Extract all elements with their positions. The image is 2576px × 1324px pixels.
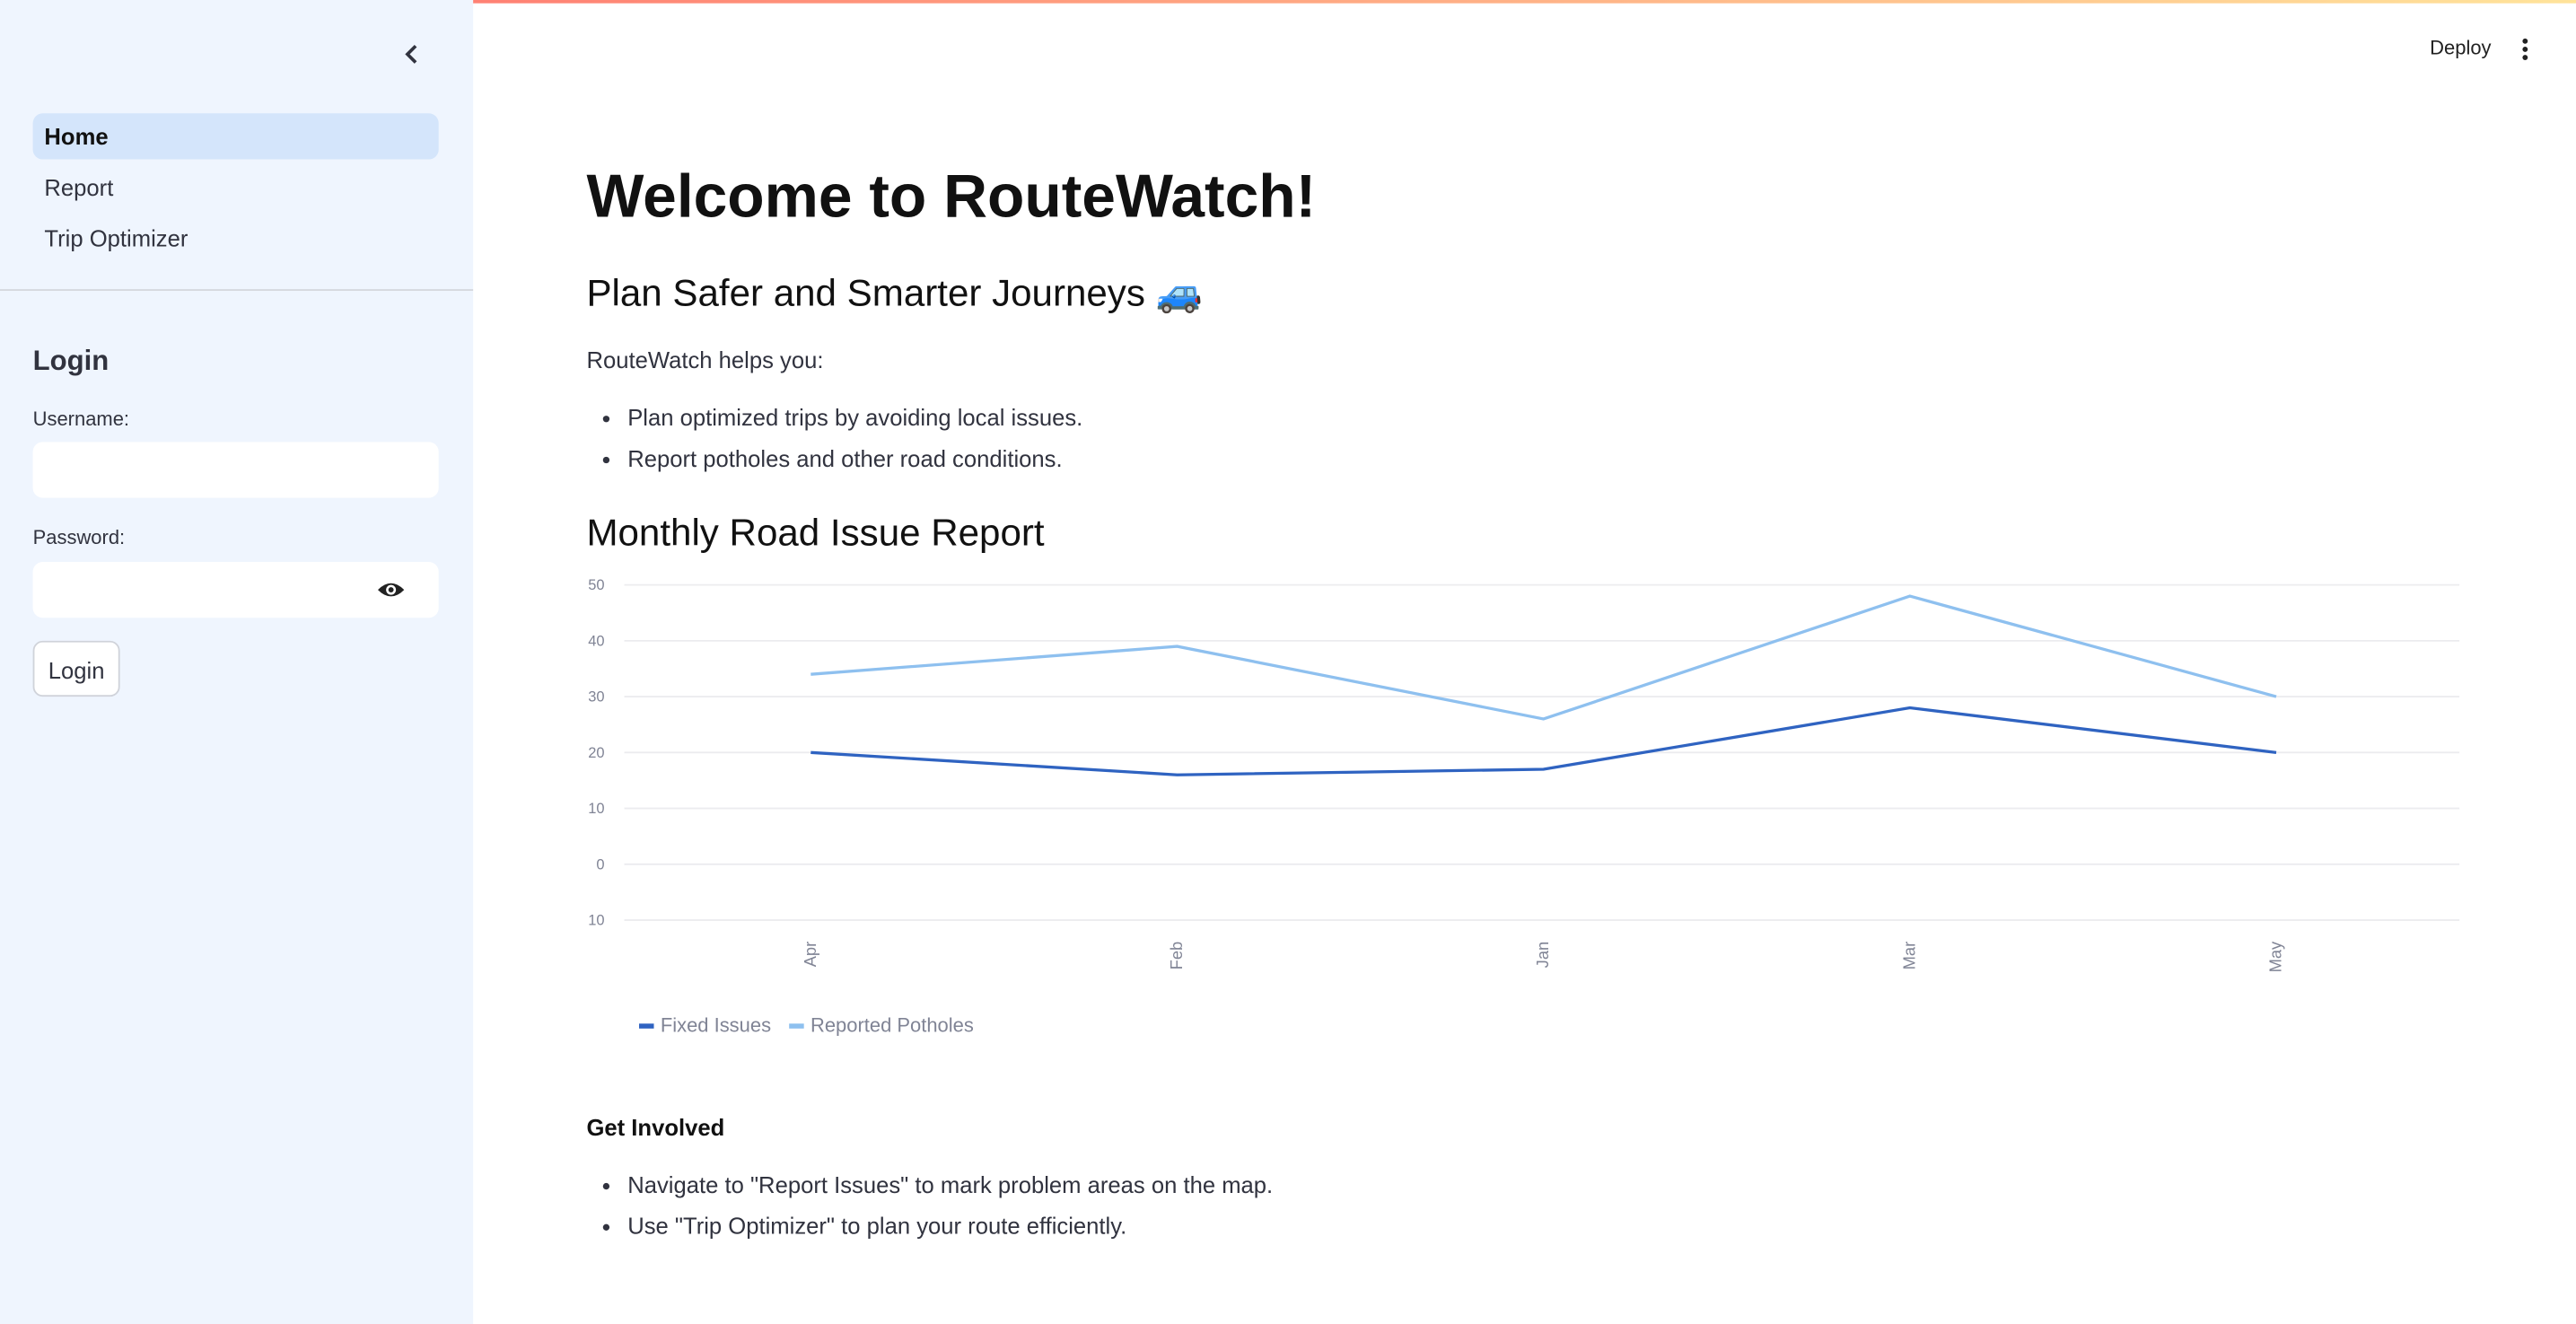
nav-item[interactable]: Trip Optimizer — [44, 224, 188, 252]
legend-label: Fixed Issues — [661, 1013, 771, 1036]
collapse-icon[interactable] — [401, 43, 425, 66]
x-tick-label: Mar — [1899, 942, 1918, 970]
login-button[interactable]: Login — [32, 640, 120, 697]
y-tick-label: 30 — [588, 689, 604, 706]
data-line — [810, 594, 2277, 721]
sidebar: Home Report Trip Optimizer Login Usernam… — [0, 0, 474, 1324]
deploy-button[interactable]: Deploy — [2430, 36, 2492, 59]
nav-item[interactable]: Home — [32, 113, 439, 160]
username-label: Username: — [32, 407, 130, 431]
password-label: Password: — [32, 525, 126, 549]
top-bar — [0, 0, 2576, 4]
legend-swatch — [639, 1023, 654, 1029]
intro: RouteWatch helps you: — [586, 346, 824, 373]
page-title: Welcome to RouteWatch! — [586, 162, 1317, 231]
y-tick-label: 40 — [588, 633, 604, 649]
x-tick-label: May — [2266, 941, 2285, 972]
x-tick-label: Jan — [1533, 942, 1552, 969]
list-item: Navigate to "Report Issues" to mark prob… — [627, 1171, 1273, 1197]
eye-icon[interactable] — [376, 576, 406, 602]
menu-icon[interactable] — [2519, 36, 2532, 62]
divider — [0, 289, 474, 291]
list-item: Use "Trip Optimizer" to plan your route … — [627, 1213, 1273, 1239]
nav-item[interactable]: Report — [44, 174, 114, 201]
legend-label: Reported Potholes — [810, 1013, 974, 1036]
legend-swatch — [789, 1023, 804, 1029]
y-tick-label: 50 — [588, 577, 604, 593]
x-tick-label: Apr — [801, 942, 819, 967]
feature-list: Plan optimized trips by avoiding local i… — [586, 404, 1082, 487]
username-input[interactable] — [32, 442, 439, 498]
data-line — [810, 706, 2277, 776]
y-tick-label: 20 — [588, 745, 604, 761]
subtitle: Plan Safer and Smarter Journeys 🚙 — [586, 271, 1204, 314]
section-title: Get Involved — [586, 1114, 725, 1141]
y-tick-label: 10 — [588, 801, 604, 817]
involve-list: Navigate to "Report Issues" to mark prob… — [586, 1171, 1273, 1254]
list-item: Plan optimized trips by avoiding local i… — [627, 404, 1082, 430]
password-input[interactable] — [32, 561, 439, 618]
y-tick-label: 10 — [588, 913, 604, 929]
list-item: Report potholes and other road condition… — [627, 445, 1082, 471]
x-tick-label: Feb — [1167, 942, 1186, 970]
y-tick-label: 0 — [596, 856, 604, 872]
chart-title: Monthly Road Issue Report — [586, 511, 1045, 554]
login-title: Login — [32, 345, 110, 377]
